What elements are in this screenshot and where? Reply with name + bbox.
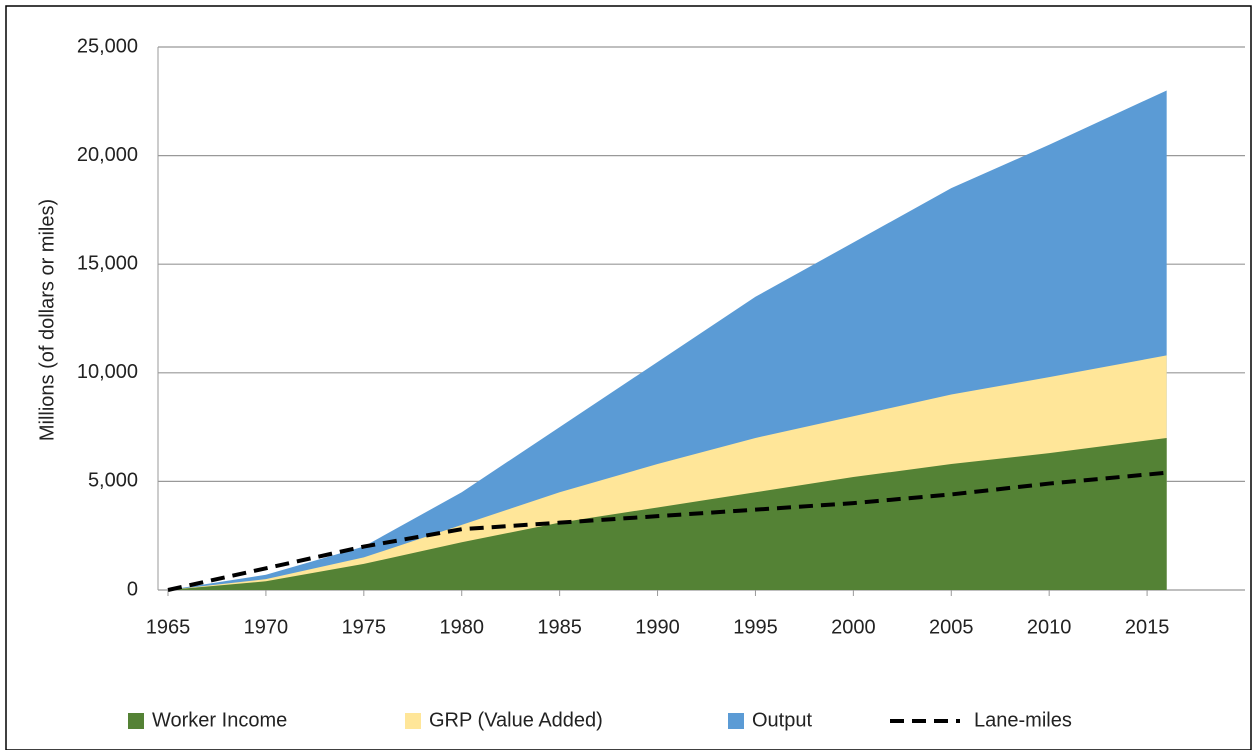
y-tick-label: 0 — [127, 578, 138, 600]
x-tick-label: 1985 — [537, 616, 582, 638]
x-tick-label: 1965 — [146, 616, 191, 638]
legend-label: Output — [752, 709, 812, 731]
y-tick-label: 25,000 — [77, 35, 138, 57]
legend-swatch — [728, 713, 744, 729]
legend-label: Lane-miles — [974, 709, 1072, 731]
y-tick-label: 10,000 — [77, 361, 138, 383]
x-tick-label: 1970 — [244, 616, 289, 638]
x-tick-label: 2015 — [1125, 616, 1170, 638]
x-tick-label: 1995 — [733, 616, 778, 638]
y-tick-label: 5,000 — [88, 470, 138, 492]
x-tick-label: 2005 — [929, 616, 974, 638]
legend-swatch — [128, 713, 144, 729]
x-tick-label: 2000 — [831, 616, 876, 638]
y-axis-label: Millions (of dollars or miles) — [36, 199, 58, 441]
legend-label: GRP (Value Added) — [429, 709, 603, 731]
y-tick-label: 15,000 — [77, 252, 138, 274]
y-tick-label: 20,000 — [77, 144, 138, 166]
frame — [5, 5, 1252, 750]
x-tick-label: 1975 — [342, 616, 387, 638]
legend-label: Worker Income — [152, 709, 287, 731]
x-tick-label: 1980 — [439, 616, 484, 638]
x-tick-label: 1990 — [635, 616, 680, 638]
legend-swatch — [405, 713, 421, 729]
line — [167, 470, 1167, 592]
x-tick-label: 2010 — [1027, 616, 1072, 638]
